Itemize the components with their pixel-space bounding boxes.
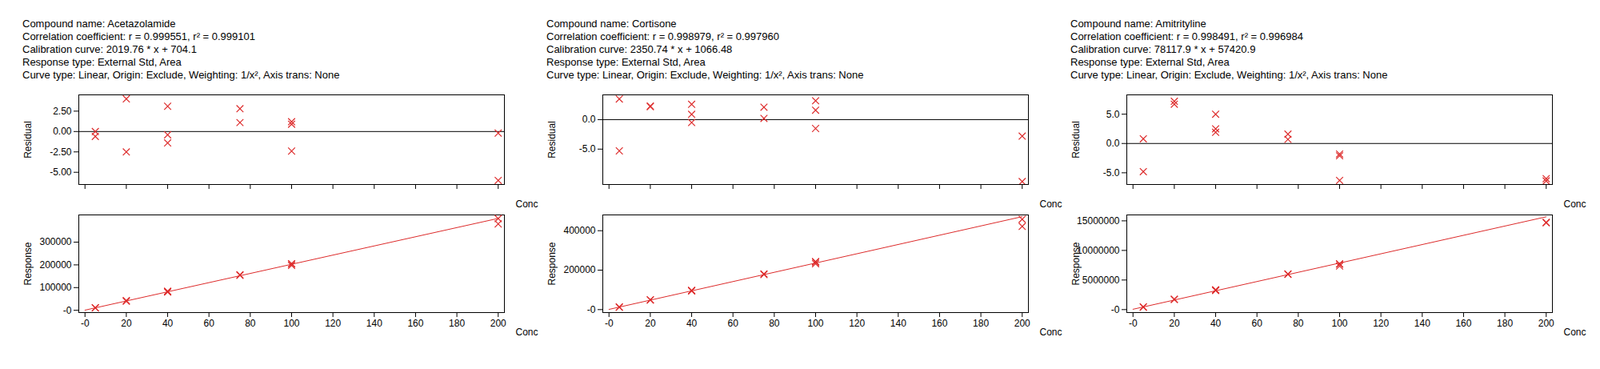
html-text:Response type: External Std, A: Response type: External Std, Area [22, 56, 182, 68]
svg-text:Residual: Residual [546, 120, 558, 159]
svg-text:100: 100 [807, 317, 824, 329]
svg-text:60: 60 [204, 317, 216, 329]
svg-text:100: 100 [1331, 317, 1348, 329]
svg-text:40: 40 [1210, 317, 1222, 329]
svg-text:-5.0: -5.0 [1103, 167, 1120, 179]
svg-text:Residual: Residual [1070, 120, 1082, 159]
svg-text:300000: 300000 [39, 236, 72, 248]
svg-text:180: 180 [972, 317, 989, 329]
svg-text:-0: -0 [1111, 304, 1120, 316]
svg-text:Conc: Conc [1039, 198, 1062, 209]
svg-text:Residual: Residual [22, 120, 34, 159]
svg-text:180: 180 [448, 317, 465, 329]
svg-text:80: 80 [1292, 317, 1304, 329]
svg-text:2.50: 2.50 [52, 105, 72, 117]
html-text:Response type: External Std, A: Response type: External Std, Area [1070, 56, 1230, 68]
svg-text:160: 160 [407, 317, 424, 329]
html-text:Curve type: Linear, Origin: Ex: Curve type: Linear, Origin: Exclude, Wei… [22, 68, 340, 81]
html-text:Curve type: Linear, Origin: Ex: Curve type: Linear, Origin: Exclude, Wei… [1070, 68, 1388, 81]
html-text:Correlation coefficient: r = 0: Correlation coefficient: r = 0.999551, r… [22, 30, 256, 43]
svg-text:20: 20 [1168, 317, 1180, 329]
svg-text:140: 140 [1414, 317, 1431, 329]
svg-text:Conc: Conc [1563, 326, 1586, 337]
svg-text:200000: 200000 [563, 264, 596, 276]
html-text:Curve type: Linear, Origin: Ex: Curve type: Linear, Origin: Exclude, Wei… [546, 68, 864, 81]
svg-text:120: 120 [1372, 317, 1389, 329]
svg-text:-0: -0 [1128, 317, 1138, 329]
svg-text:10000000: 10000000 [1076, 244, 1120, 256]
svg-text:40: 40 [162, 317, 174, 329]
svg-text:400000: 400000 [563, 224, 596, 236]
svg-text:-0: -0 [63, 304, 72, 316]
svg-text:Conc: Conc [515, 326, 538, 337]
html-text:Compound name: Cortisone: Compound name: Cortisone [546, 17, 677, 30]
svg-text:-2.50: -2.50 [49, 146, 72, 158]
svg-text:Conc: Conc [1039, 326, 1062, 337]
html-text:Compound name: Amitrityline: Compound name: Amitrityline [1070, 17, 1207, 30]
svg-text:200: 200 [490, 317, 507, 329]
svg-text:140: 140 [890, 317, 907, 329]
svg-text:-5.00: -5.00 [49, 166, 72, 178]
svg-text:0.0: 0.0 [582, 113, 596, 125]
html-text:Calibration curve: 2350.74 * x: Calibration curve: 2350.74 * x + 1066.48 [546, 43, 733, 56]
svg-text:200: 200 [1014, 317, 1031, 329]
svg-text:160: 160 [931, 317, 948, 329]
svg-text:-5.0: -5.0 [579, 143, 596, 155]
svg-text:120: 120 [848, 317, 865, 329]
svg-text:0.0: 0.0 [1106, 137, 1120, 149]
html-text:Response type: External Std, A: Response type: External Std, Area [546, 56, 706, 68]
svg-text:80: 80 [244, 317, 256, 329]
svg-text:100000: 100000 [39, 281, 72, 293]
svg-text:Response: Response [1070, 241, 1082, 285]
html-text:Calibration curve: 78117.9 * x: Calibration curve: 78117.9 * x + 57420.9 [1070, 43, 1256, 56]
svg-text:-0: -0 [587, 304, 596, 316]
html-text:Calibration curve: 2019.76 * x: Calibration curve: 2019.76 * x + 704.1 [22, 43, 197, 56]
svg-text:5.0: 5.0 [1106, 108, 1120, 120]
svg-text:Conc: Conc [515, 198, 538, 209]
svg-text:20: 20 [644, 317, 656, 329]
svg-text:60: 60 [728, 317, 740, 329]
svg-text:15000000: 15000000 [1076, 215, 1120, 227]
svg-text:Response: Response [546, 241, 558, 285]
svg-text:-0: -0 [604, 317, 614, 329]
html-text:Compound name: Acetazolamide: Compound name: Acetazolamide [22, 17, 176, 30]
svg-text:Conc: Conc [1563, 198, 1586, 209]
svg-text:0.00: 0.00 [52, 125, 72, 137]
svg-text:-0: -0 [80, 317, 90, 329]
svg-text:80: 80 [768, 317, 780, 329]
svg-text:40: 40 [686, 317, 698, 329]
svg-text:Response: Response [22, 241, 34, 285]
html-text:Correlation coefficient: r = 0: Correlation coefficient: r = 0.998491, r… [1070, 30, 1304, 43]
svg-text:60: 60 [1252, 317, 1264, 329]
html-text:Correlation coefficient: r = 0: Correlation coefficient: r = 0.998979, r… [546, 30, 780, 43]
svg-text:180: 180 [1496, 317, 1513, 329]
svg-text:20: 20 [120, 317, 132, 329]
svg-text:120: 120 [324, 317, 341, 329]
svg-text:140: 140 [366, 317, 383, 329]
svg-text:100: 100 [283, 317, 300, 329]
svg-text:5000000: 5000000 [1082, 274, 1120, 286]
svg-text:160: 160 [1455, 317, 1472, 329]
svg-text:200: 200 [1538, 317, 1555, 329]
svg-text:200000: 200000 [39, 259, 72, 271]
